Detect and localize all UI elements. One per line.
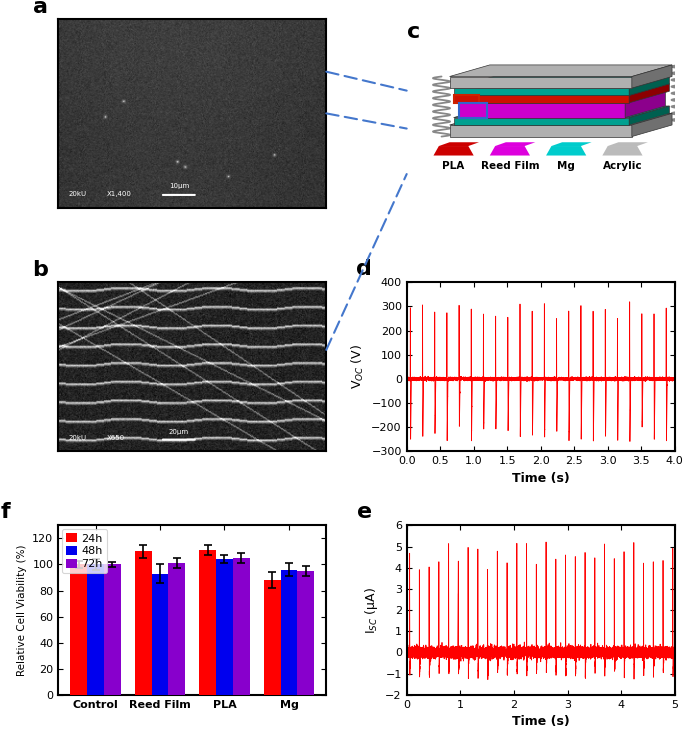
Text: Mg: Mg — [557, 160, 575, 171]
Polygon shape — [602, 146, 643, 155]
Polygon shape — [459, 91, 665, 103]
Polygon shape — [625, 91, 665, 117]
Bar — [104, 565, 121, 695]
Bar — [151, 574, 169, 695]
Polygon shape — [453, 77, 669, 88]
Bar — [264, 580, 281, 695]
Polygon shape — [629, 77, 669, 96]
Polygon shape — [453, 84, 669, 96]
Polygon shape — [632, 114, 672, 137]
Polygon shape — [434, 146, 474, 155]
Bar — [71, 565, 87, 695]
X-axis label: Time (s): Time (s) — [512, 472, 570, 485]
Polygon shape — [453, 117, 629, 125]
Bar — [297, 571, 314, 695]
Polygon shape — [453, 96, 629, 103]
Text: 10μm: 10μm — [169, 184, 189, 189]
Bar — [87, 565, 104, 695]
Polygon shape — [629, 84, 669, 103]
Legend: 24h, 48h, 72h: 24h, 48h, 72h — [62, 529, 108, 574]
Bar — [135, 551, 151, 695]
Polygon shape — [490, 146, 530, 155]
Polygon shape — [449, 65, 672, 77]
Text: b: b — [32, 261, 47, 280]
Polygon shape — [546, 146, 586, 155]
Text: Reed Film: Reed Film — [481, 160, 539, 171]
Polygon shape — [439, 142, 479, 146]
Bar — [281, 570, 297, 695]
Y-axis label: V$_{OC}$ (V): V$_{OC}$ (V) — [349, 344, 366, 389]
Polygon shape — [453, 88, 629, 96]
Text: 20kU: 20kU — [69, 191, 87, 197]
Text: 20kU: 20kU — [69, 435, 87, 441]
Text: c: c — [407, 22, 421, 42]
Text: PLA: PLA — [443, 160, 464, 171]
Polygon shape — [459, 103, 625, 117]
Polygon shape — [629, 106, 669, 125]
Text: X1,400: X1,400 — [106, 191, 132, 197]
Polygon shape — [608, 142, 648, 146]
Y-axis label: I$_{SC}$ (μA): I$_{SC}$ (μA) — [363, 586, 379, 634]
Text: d: d — [356, 259, 372, 279]
Polygon shape — [495, 142, 536, 146]
Bar — [216, 559, 233, 695]
Text: e: e — [357, 502, 372, 522]
Bar — [199, 550, 216, 695]
Text: X650: X650 — [106, 435, 125, 441]
Bar — [233, 558, 249, 695]
Polygon shape — [449, 125, 632, 137]
X-axis label: Time (s): Time (s) — [512, 715, 570, 728]
Text: a: a — [32, 0, 47, 16]
Polygon shape — [551, 142, 592, 146]
Text: Acrylic: Acrylic — [603, 160, 643, 171]
Polygon shape — [453, 106, 669, 117]
Polygon shape — [449, 77, 632, 88]
Polygon shape — [632, 65, 672, 88]
Text: 20μm: 20μm — [169, 429, 189, 435]
Y-axis label: Relative Cell Viability (%): Relative Cell Viability (%) — [16, 545, 27, 676]
Text: f: f — [1, 502, 10, 522]
Bar — [169, 563, 185, 695]
Polygon shape — [449, 114, 672, 125]
